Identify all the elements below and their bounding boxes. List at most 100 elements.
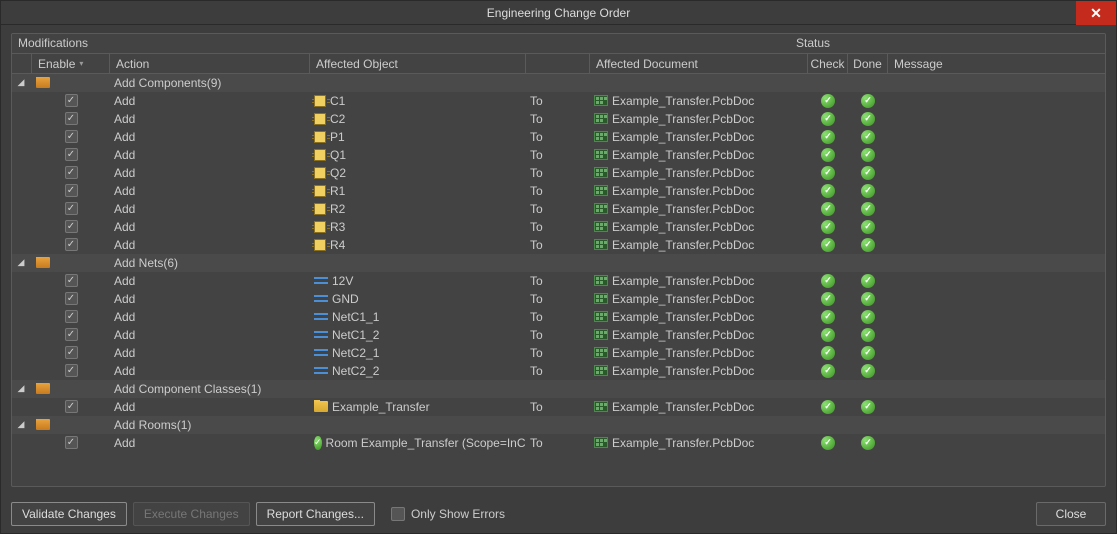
to-cell: To [526, 148, 590, 162]
to-cell: To [526, 166, 590, 180]
content-area: Modifications Status Enable ▾ Action Aff… [1, 25, 1116, 495]
item-row[interactable]: ✓AddQ1ToExample_Transfer.PcbDoc✓✓ [12, 146, 1105, 164]
done-ok-icon: ✓ [861, 328, 875, 342]
tree-body[interactable]: ◢Add Components(9)✓AddC1ToExample_Transf… [12, 74, 1105, 486]
enable-checkbox[interactable]: ✓ [65, 220, 78, 233]
item-row[interactable]: ✓AddC1ToExample_Transfer.PcbDoc✓✓ [12, 92, 1105, 110]
window-close-button[interactable]: ✕ [1076, 1, 1116, 25]
pcb-document-icon [594, 293, 608, 304]
item-row[interactable]: ✓AddR4ToExample_Transfer.PcbDoc✓✓ [12, 236, 1105, 254]
affected-document-cell: Example_Transfer.PcbDoc [590, 292, 808, 306]
done-ok-icon: ✓ [861, 346, 875, 360]
done-ok-icon: ✓ [861, 184, 875, 198]
pcb-document-icon [594, 95, 608, 106]
pcb-document-icon [594, 149, 608, 160]
affected-object-cell: NetC2_2 [310, 364, 526, 378]
check-ok-icon: ✓ [821, 292, 835, 306]
validate-changes-button[interactable]: Validate Changes [11, 502, 127, 526]
enable-checkbox[interactable]: ✓ [65, 184, 78, 197]
net-icon [314, 312, 328, 322]
enable-checkbox[interactable]: ✓ [65, 238, 78, 251]
enable-checkbox[interactable]: ✓ [65, 130, 78, 143]
done-column-header[interactable]: Done [848, 54, 888, 73]
enable-checkbox[interactable]: ✓ [65, 400, 78, 413]
done-ok-icon: ✓ [861, 148, 875, 162]
enable-column-header[interactable]: Enable ▾ [32, 54, 110, 73]
item-row[interactable]: ✓AddNetC2_2ToExample_Transfer.PcbDoc✓✓ [12, 362, 1105, 380]
to-cell: To [526, 238, 590, 252]
item-row[interactable]: ✓AddR3ToExample_Transfer.PcbDoc✓✓ [12, 218, 1105, 236]
component-icon [314, 149, 326, 161]
collapse-arrow-icon: ◢ [16, 78, 26, 88]
affected-object-cell: NetC2_1 [310, 346, 526, 360]
item-row[interactable]: ✓AddGNDToExample_Transfer.PcbDoc✓✓ [12, 290, 1105, 308]
item-row[interactable]: ✓AddR1ToExample_Transfer.PcbDoc✓✓ [12, 182, 1105, 200]
titlebar: Engineering Change Order ✕ [1, 1, 1116, 25]
item-row[interactable]: ✓AddNetC2_1ToExample_Transfer.PcbDoc✓✓ [12, 344, 1105, 362]
enable-checkbox[interactable]: ✓ [65, 292, 78, 305]
done-ok-icon: ✓ [861, 202, 875, 216]
done-ok-icon: ✓ [861, 274, 875, 288]
check-ok-icon: ✓ [821, 274, 835, 288]
enable-checkbox[interactable]: ✓ [65, 112, 78, 125]
group-row[interactable]: ◢Add Components(9) [12, 74, 1105, 92]
affected-document-cell: Example_Transfer.PcbDoc [590, 310, 808, 324]
to-cell: To [526, 436, 590, 450]
to-cell: To [526, 112, 590, 126]
enable-checkbox[interactable]: ✓ [65, 436, 78, 449]
item-row[interactable]: ✓AddP1ToExample_Transfer.PcbDoc✓✓ [12, 128, 1105, 146]
affected-object-cell: R1 [310, 184, 526, 198]
action-cell: Add [110, 400, 310, 414]
affected-document-cell: Example_Transfer.PcbDoc [590, 130, 808, 144]
report-changes-button[interactable]: Report Changes... [256, 502, 375, 526]
item-row[interactable]: ✓Add12VToExample_Transfer.PcbDoc✓✓ [12, 272, 1105, 290]
check-column-header[interactable]: Check [808, 54, 848, 73]
collapse-arrow-icon: ◢ [16, 384, 26, 394]
to-cell: To [526, 94, 590, 108]
enable-checkbox[interactable]: ✓ [65, 94, 78, 107]
done-ok-icon: ✓ [861, 310, 875, 324]
item-row[interactable]: ✓AddR2ToExample_Transfer.PcbDoc✓✓ [12, 200, 1105, 218]
enable-checkbox[interactable]: ✓ [65, 202, 78, 215]
affected-object-column-header[interactable]: Affected Object [310, 54, 526, 73]
enable-checkbox[interactable]: ✓ [65, 274, 78, 287]
enable-checkbox[interactable]: ✓ [65, 310, 78, 323]
affected-object-cell: Q1 [310, 148, 526, 162]
enable-checkbox[interactable]: ✓ [65, 364, 78, 377]
message-column-header[interactable]: Message [888, 54, 1105, 73]
item-row[interactable]: ✓Add✓Room Example_Transfer (Scope=InComT… [12, 434, 1105, 452]
folder-icon [36, 383, 50, 394]
enable-checkbox[interactable]: ✓ [65, 328, 78, 341]
affected-document-cell: Example_Transfer.PcbDoc [590, 202, 808, 216]
item-row[interactable]: ✓AddC2ToExample_Transfer.PcbDoc✓✓ [12, 110, 1105, 128]
group-row[interactable]: ◢Add Component Classes(1) [12, 380, 1105, 398]
to-cell: To [526, 364, 590, 378]
execute-changes-button[interactable]: Execute Changes [133, 502, 250, 526]
action-cell: Add [110, 238, 310, 252]
item-row[interactable]: ✓AddNetC1_2ToExample_Transfer.PcbDoc✓✓ [12, 326, 1105, 344]
enable-checkbox[interactable]: ✓ [65, 346, 78, 359]
enable-checkbox[interactable]: ✓ [65, 166, 78, 179]
to-cell: To [526, 202, 590, 216]
check-ok-icon: ✓ [821, 310, 835, 324]
check-ok-icon: ✓ [821, 346, 835, 360]
folder-icon [36, 419, 50, 430]
item-row[interactable]: ✓AddNetC1_1ToExample_Transfer.PcbDoc✓✓ [12, 308, 1105, 326]
enable-checkbox[interactable]: ✓ [65, 148, 78, 161]
enable-column-label: Enable [38, 57, 75, 71]
close-button[interactable]: Close [1036, 502, 1106, 526]
checkbox-icon [391, 507, 405, 521]
action-column-header[interactable]: Action [110, 54, 310, 73]
section-header-row: Modifications Status [12, 34, 1105, 54]
done-ok-icon: ✓ [861, 292, 875, 306]
affected-document-column-header[interactable]: Affected Document [590, 54, 808, 73]
group-row[interactable]: ◢Add Rooms(1) [12, 416, 1105, 434]
affected-object-cell: NetC1_2 [310, 328, 526, 342]
group-row[interactable]: ◢Add Nets(6) [12, 254, 1105, 272]
item-row[interactable]: ✓AddQ2ToExample_Transfer.PcbDoc✓✓ [12, 164, 1105, 182]
collapse-arrow-icon: ◢ [16, 258, 26, 268]
action-cell: Add [110, 130, 310, 144]
only-show-errors-checkbox[interactable]: Only Show Errors [391, 507, 505, 521]
item-row[interactable]: ✓AddExample_TransferToExample_Transfer.P… [12, 398, 1105, 416]
modifications-header: Modifications [12, 34, 790, 53]
